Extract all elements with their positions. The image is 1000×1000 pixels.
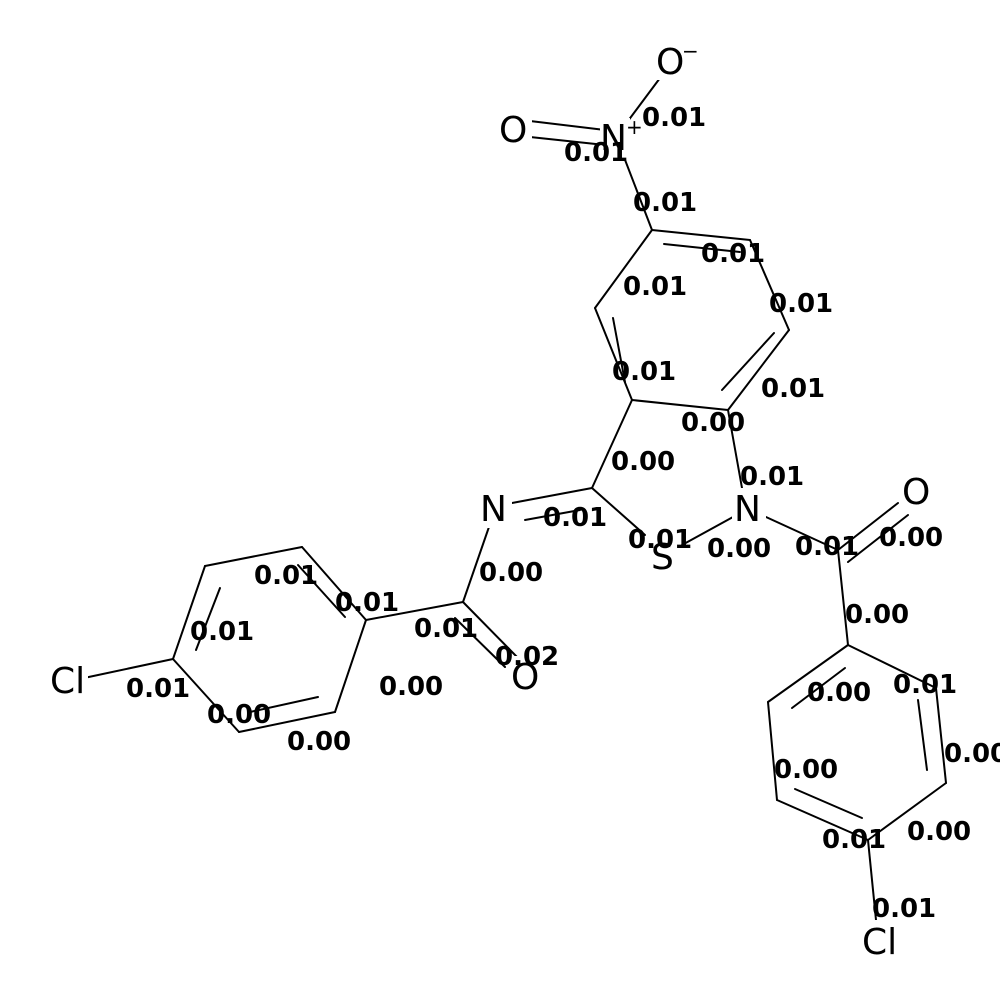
atom-s-ring: S bbox=[651, 537, 674, 578]
atom-cl-left: Cl bbox=[50, 661, 85, 702]
value-label: 0.01 bbox=[893, 670, 957, 700]
bond-ring3-a-inner bbox=[297, 564, 346, 618]
value-label: 0.01 bbox=[701, 239, 765, 269]
bond-ring1-a bbox=[651, 229, 751, 241]
bond-carbonyl-ring3 bbox=[365, 601, 464, 621]
bond-ring4-d-inner bbox=[794, 788, 863, 819]
bond-ring1-d bbox=[631, 399, 729, 411]
value-label: 0.01 bbox=[543, 503, 607, 533]
value-label: 0.00 bbox=[879, 523, 943, 553]
value-label: 0.00 bbox=[207, 700, 271, 730]
bond-nring-carbonyl bbox=[765, 516, 839, 551]
bond-ring3-a bbox=[301, 546, 367, 621]
value-label-cl: 0.01 bbox=[872, 894, 936, 924]
bond-ring4-f-inner bbox=[791, 667, 846, 709]
value-label: 0.01 bbox=[564, 138, 628, 168]
value-label: 0.01 bbox=[190, 617, 254, 647]
bond-ring1-c bbox=[727, 329, 790, 411]
bond-ring3-e-inner bbox=[249, 696, 319, 713]
bond-n-carbonyl-left bbox=[462, 523, 491, 603]
bond-ring2-c bbox=[591, 487, 646, 536]
bond-ring4-d bbox=[776, 799, 869, 841]
atom-n-imine: N bbox=[480, 489, 507, 530]
bond-carbonyl-left-a bbox=[462, 601, 518, 658]
bond-ring1-e-inner bbox=[612, 317, 626, 383]
bond-ring4-c bbox=[867, 782, 947, 841]
bond-cl-left bbox=[83, 658, 174, 679]
bond-carbonyl-ring4 bbox=[837, 549, 849, 646]
bond-ring3-e bbox=[238, 711, 336, 733]
value-label: 0.00 bbox=[479, 558, 543, 588]
value-label: 0.00 bbox=[944, 739, 1000, 769]
bonds bbox=[83, 77, 947, 921]
value-label: 0.00 bbox=[774, 755, 838, 785]
bond-ring3-f bbox=[334, 619, 367, 713]
bond-ring2-d bbox=[681, 516, 734, 546]
bond-imine-a bbox=[511, 487, 593, 504]
value-label: 0.00 bbox=[611, 447, 675, 477]
value-label: 0.00 bbox=[379, 672, 443, 702]
atom-labels: O − O N + N N S O O Cl Cl bbox=[48, 39, 936, 963]
value-label: 0.00 bbox=[907, 817, 971, 847]
bond-ring2-a bbox=[591, 399, 633, 489]
value-label: 0.00 bbox=[287, 727, 351, 757]
atom-n-nitro: N bbox=[600, 118, 627, 159]
value-label: 0.01 bbox=[822, 825, 886, 855]
bond-nitro-ring bbox=[621, 151, 653, 231]
bond-n-o-double-a bbox=[529, 120, 606, 131]
bond-ring2-b bbox=[727, 409, 743, 489]
value-label: 0.00 bbox=[807, 678, 871, 708]
value-label: 0.01 bbox=[623, 272, 687, 302]
bond-ring3-d bbox=[172, 658, 240, 733]
bond-ring1-b bbox=[749, 239, 790, 331]
bond-n-o-double-b bbox=[529, 136, 606, 146]
atom-o-carbonyl-left: O bbox=[511, 657, 539, 698]
value-label: 0.00 bbox=[681, 408, 745, 438]
value-label: 0.01 bbox=[633, 188, 697, 218]
bond-carbonyl-right-b bbox=[847, 514, 909, 563]
value-label: 0.01 bbox=[642, 103, 706, 133]
bond-ring4-e bbox=[767, 701, 778, 801]
bond-ring4-b-inner bbox=[917, 699, 928, 771]
value-label: 0.01 bbox=[335, 588, 399, 618]
bond-ring3-b bbox=[204, 546, 303, 567]
bond-n-ominus bbox=[624, 77, 661, 126]
value-label: 0.02 bbox=[495, 642, 559, 672]
atom-o-minus: O bbox=[656, 42, 684, 83]
value-label: 0.01 bbox=[612, 357, 676, 387]
bond-ring1-f bbox=[594, 229, 653, 309]
bond-cl-bottom bbox=[867, 839, 877, 921]
bond-ring1-c-inner bbox=[721, 332, 775, 391]
value-label: 0.01 bbox=[126, 674, 190, 704]
bond-carbonyl-left-b bbox=[454, 617, 506, 668]
atom-o-nitro: O bbox=[499, 110, 527, 151]
value-label: 0.00 bbox=[845, 600, 909, 630]
bond-ring4-f bbox=[767, 644, 849, 703]
value-label: 0.00 bbox=[707, 534, 771, 564]
value-label: 0.01 bbox=[740, 462, 804, 492]
bond-ring1-a-inner bbox=[663, 243, 741, 253]
bond-ring4-b bbox=[935, 687, 947, 784]
atom-o-carbonyl-right: O bbox=[902, 472, 930, 513]
bond-ring3-c bbox=[172, 565, 206, 660]
bond-imine-b bbox=[524, 509, 581, 521]
bond-ring4-a bbox=[847, 644, 937, 689]
value-label: 0.01 bbox=[414, 614, 478, 644]
value-labels: 0.01 0.01 0.01 0.01 0.01 0.01 0.01 0.01 … bbox=[126, 103, 1000, 924]
charge-plus: + bbox=[626, 115, 643, 139]
value-label: 0.01 bbox=[254, 561, 318, 591]
value-label: 0.01 bbox=[761, 374, 825, 404]
atom-n-ring: N bbox=[734, 489, 761, 530]
bond-ring1-e bbox=[594, 307, 633, 401]
bond-carbonyl-right-a bbox=[837, 502, 899, 551]
value-label: 0.01 bbox=[769, 289, 833, 319]
value-label: 0.01 bbox=[628, 525, 692, 555]
charge-minus: − bbox=[682, 39, 699, 63]
atom-cl-bottom: Cl bbox=[862, 922, 897, 963]
bond-ring3-c-inner bbox=[195, 587, 221, 651]
value-label: 0.01 bbox=[795, 532, 859, 562]
